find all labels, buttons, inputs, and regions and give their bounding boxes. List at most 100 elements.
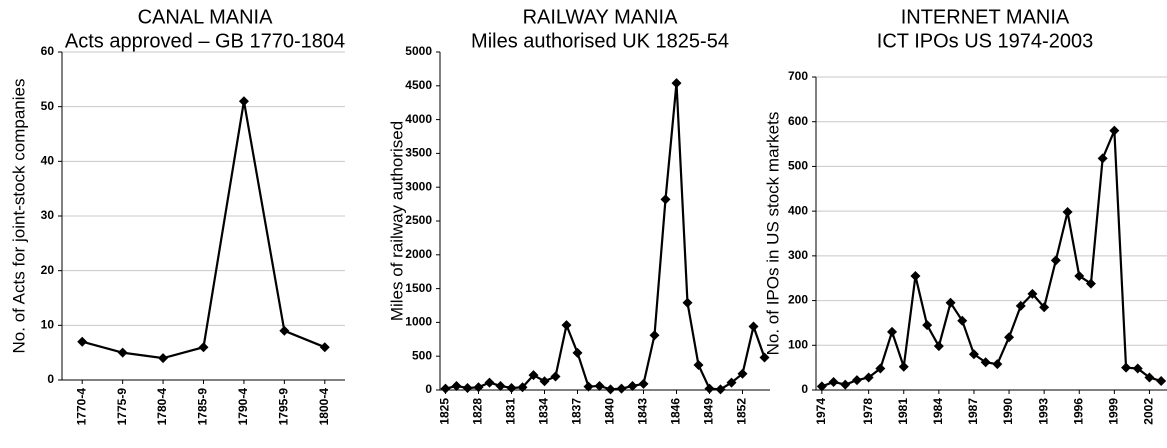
marker (1062, 207, 1073, 218)
x-tick-label: 1849 (702, 398, 716, 425)
marker (660, 194, 671, 205)
x-tick-label: 1785-9 (196, 388, 210, 426)
marker (561, 320, 572, 331)
y-tick-label: 600 (788, 114, 808, 128)
y-tick-label: 100 (788, 337, 808, 351)
x-tick-label: 1987 (966, 398, 980, 425)
marker (816, 381, 827, 392)
y-tick-label: 0 (801, 382, 808, 396)
y-tick-label: 1500 (405, 281, 432, 295)
y-axis-label: No. of IPOs in US stock markets (763, 112, 782, 356)
marker (945, 297, 956, 308)
x-tick-label: 1840 (603, 398, 617, 425)
x-tick-label: 1978 (861, 398, 875, 425)
chart-title: CANAL MANIA (138, 6, 274, 28)
chart-subtitle: Miles authorised UK 1825-54 (471, 30, 729, 52)
y-tick-label: 700 (788, 69, 808, 83)
chart-title: RAILWAY MANIA (523, 6, 679, 28)
y-tick-label: 200 (788, 293, 808, 307)
x-tick-label: 1770-4 (74, 388, 88, 426)
x-tick-label: 1790-4 (236, 388, 250, 426)
marker (887, 326, 898, 337)
marker (682, 297, 693, 308)
marker (484, 377, 495, 388)
x-tick-label: 1831 (504, 398, 518, 425)
marker (1004, 332, 1015, 343)
marker (715, 384, 726, 395)
marker (158, 353, 169, 364)
y-axis-label: No. of Acts for joint-stock companies (9, 79, 28, 354)
marker (671, 78, 682, 89)
marker (840, 379, 851, 390)
marker (933, 341, 944, 352)
marker (875, 363, 886, 374)
line (821, 130, 1162, 388)
chart-title: INTERNET MANIA (901, 6, 1070, 28)
marker (1132, 363, 1143, 374)
marker (828, 376, 839, 387)
y-tick-label: 30 (41, 208, 55, 222)
marker (319, 342, 330, 353)
line (445, 82, 766, 391)
x-tick-label: 1843 (636, 398, 650, 425)
marker (627, 380, 638, 391)
marker (968, 349, 979, 360)
marker (693, 359, 704, 370)
x-tick-label: 1993 (1036, 398, 1050, 425)
marker (1109, 125, 1120, 136)
marker (495, 380, 506, 391)
y-tick-label: 2000 (405, 247, 432, 261)
marker (898, 361, 909, 372)
marker (704, 383, 715, 394)
chart-subtitle: Acts approved – GB 1770-1804 (65, 30, 345, 52)
marker (451, 380, 462, 391)
marker (863, 372, 874, 383)
marker (473, 382, 484, 393)
x-tick-label: 1984 (931, 398, 945, 425)
y-axis-label: Miles of railway authorised (387, 121, 406, 321)
marker (1050, 255, 1061, 266)
marker (616, 383, 627, 394)
marker (238, 96, 249, 107)
marker (922, 320, 933, 331)
y-tick-label: 50 (41, 99, 55, 113)
marker (440, 383, 451, 394)
chart-subtitle: ICT IPOs US 1974-2003 (877, 30, 1093, 52)
marker (759, 352, 770, 363)
x-tick-label: 1775-9 (115, 388, 129, 426)
x-tick-label: 1795-9 (277, 388, 291, 426)
y-tick-label: 60 (41, 44, 55, 58)
x-tick-label: 1825 (438, 398, 452, 425)
y-tick-label: 0 (425, 382, 432, 396)
y-tick-label: 400 (788, 203, 808, 217)
y-tick-label: 0 (47, 372, 54, 386)
line (81, 101, 326, 360)
marker (649, 330, 660, 341)
marker (550, 371, 561, 382)
y-tick-label: 500 (412, 348, 432, 362)
marker (279, 325, 290, 336)
y-tick-label: 5000 (405, 44, 432, 58)
marker (572, 347, 583, 358)
y-tick-label: 4500 (405, 78, 432, 92)
x-tick-label: 1837 (570, 398, 584, 425)
marker (748, 321, 759, 332)
marker (1144, 372, 1155, 383)
marker (1121, 362, 1132, 373)
marker (910, 270, 921, 281)
y-tick-label: 1000 (405, 315, 432, 329)
marker (605, 384, 616, 395)
x-tick-label: 1981 (896, 398, 910, 425)
marker (980, 357, 991, 368)
marker (1027, 288, 1038, 299)
y-tick-label: 40 (41, 154, 55, 168)
marker (1097, 153, 1108, 164)
x-tick-label: 1834 (537, 398, 551, 425)
x-tick-label: 2002 (1142, 398, 1156, 425)
marker (1085, 278, 1096, 289)
marker (1039, 302, 1050, 313)
marker (594, 380, 605, 391)
marker (528, 370, 539, 381)
marker (992, 359, 1003, 370)
marker (1074, 270, 1085, 281)
